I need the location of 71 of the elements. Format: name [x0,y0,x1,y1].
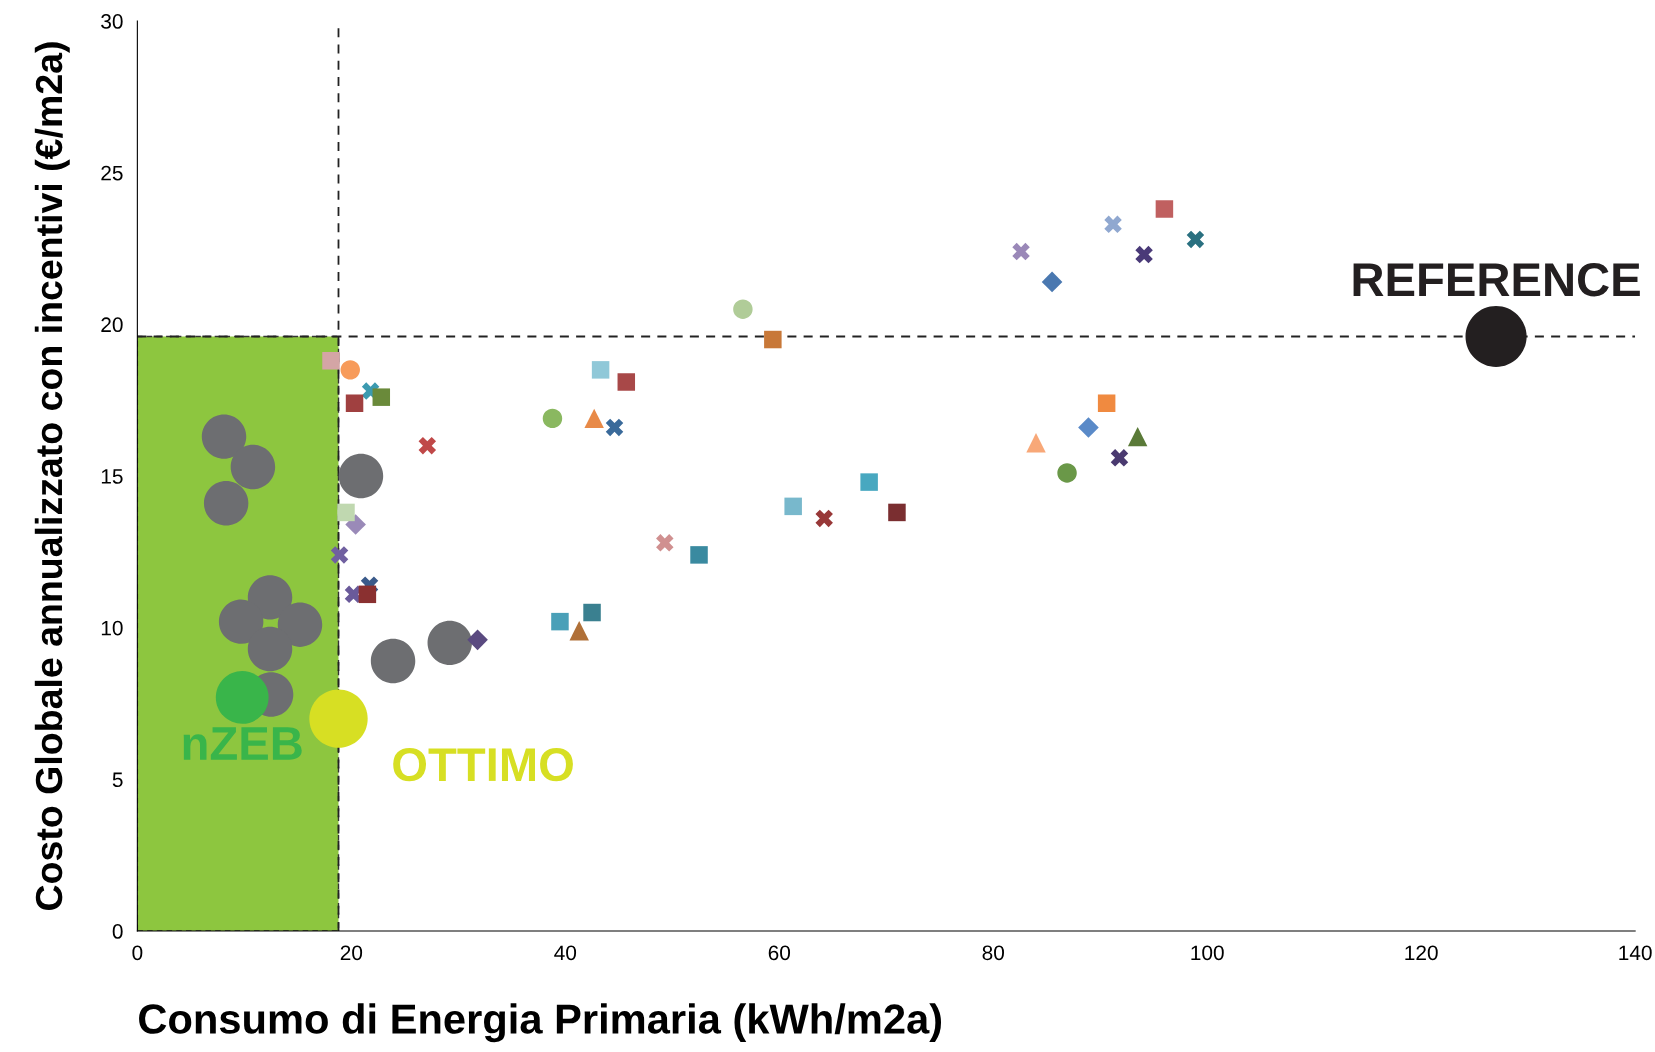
x-tick-label: 20 [340,945,363,961]
point [860,473,878,491]
series-label: nZEB [183,727,302,760]
x-axis-title: Consumo di Energia Primaria (kWh/m2a) [139,1003,942,1043]
point [591,361,610,379]
point [345,394,364,412]
x-tick-label: 80 [982,945,1005,961]
point [1135,245,1153,264]
point [201,414,247,459]
point [330,546,349,564]
point [1186,230,1205,249]
point [340,360,360,380]
y-tick-label: 5 [112,772,123,788]
point [617,373,636,391]
point [372,388,391,406]
point [815,509,833,528]
point [1041,271,1063,293]
point [345,514,366,535]
point [1097,394,1116,412]
point [218,599,264,644]
point [888,503,906,522]
point [1057,463,1077,483]
point [733,299,753,319]
series-label: REFERENCE [1353,262,1640,297]
point [1127,426,1148,447]
y-tick-label: 20 [101,317,123,333]
x-tick-label: 0 [132,945,143,961]
point [203,481,249,526]
point [656,534,674,552]
y-tick-label: 25 [101,165,123,181]
point [418,436,437,455]
x-tick-label: 120 [1405,945,1438,961]
point [764,330,782,349]
y-tick-label: 30 [101,14,123,29]
point [427,620,472,666]
point [690,546,708,564]
point [784,497,802,516]
point [247,626,293,672]
y-tick-label: 0 [112,924,123,939]
series-label: OTTIMO [393,747,573,782]
point [1155,200,1174,218]
y-axis-title: Costo Globale annualizzato con incentivi (€/m2a) [34,42,70,910]
point [1465,305,1527,368]
point [230,444,276,490]
point [337,503,355,522]
point [338,453,384,499]
point [551,612,569,631]
x-tick-label: 60 [768,945,791,961]
point [1104,215,1122,234]
y-tick-label: 10 [101,620,123,636]
x-tick-label: 100 [1191,945,1224,961]
x-tick-label: 40 [554,945,577,961]
point [467,629,488,651]
point [1012,242,1030,261]
point [277,602,323,647]
point [247,575,293,620]
point [309,689,368,748]
point [569,621,589,641]
point [370,638,416,684]
point [215,671,269,724]
point [358,585,377,604]
y-tick-label: 15 [101,469,123,484]
point [1078,417,1099,438]
point [1110,449,1129,467]
point [583,603,601,622]
point [1026,432,1046,453]
point [584,408,604,429]
point [605,418,624,437]
point [542,408,563,429]
point [322,352,340,370]
x-tick-label: 140 [1619,945,1652,961]
